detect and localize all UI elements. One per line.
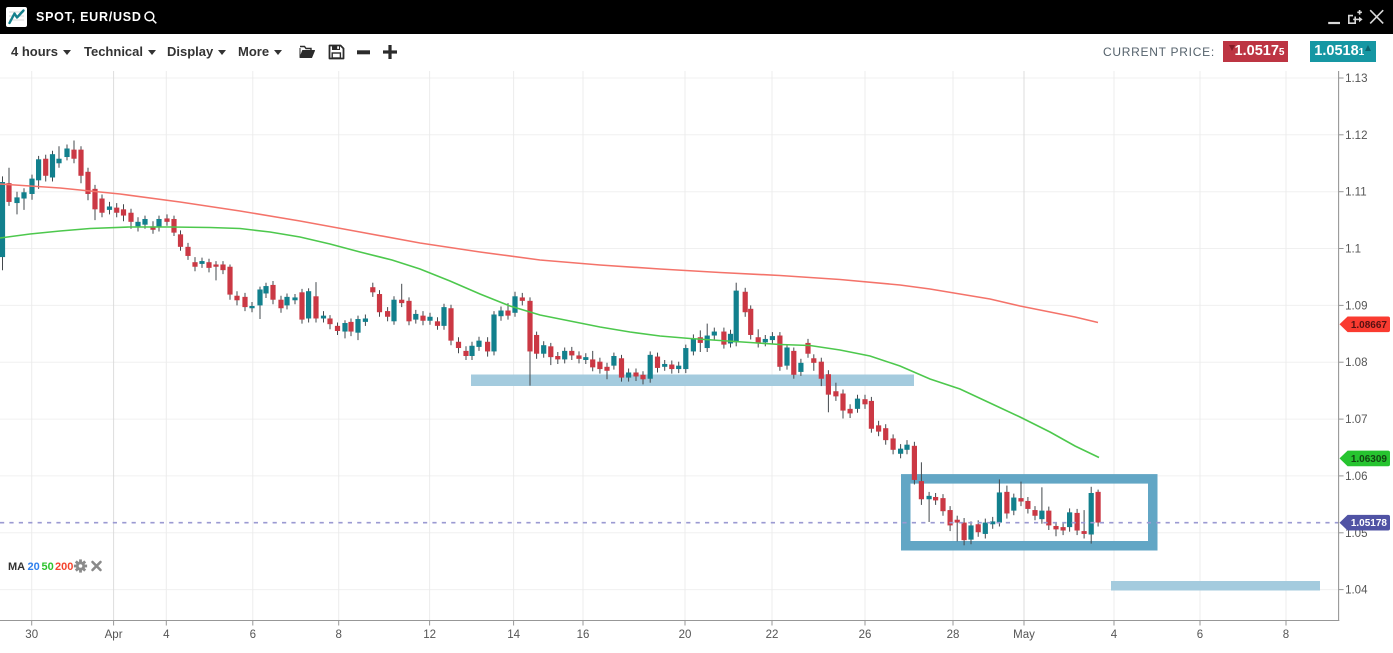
svg-text:1.06309: 1.06309: [1351, 454, 1388, 465]
svg-text:1.1: 1.1: [1345, 244, 1361, 256]
svg-text:May: May: [1013, 629, 1035, 641]
svg-text:4: 4: [163, 629, 170, 641]
svg-text:8: 8: [1283, 629, 1289, 641]
svg-text:1.05: 1.05: [1345, 528, 1367, 540]
svg-text:1.13: 1.13: [1345, 73, 1367, 85]
svg-text:1.08667: 1.08667: [1351, 320, 1388, 331]
svg-text:1.12: 1.12: [1345, 130, 1367, 142]
svg-text:1.05178: 1.05178: [1351, 518, 1388, 529]
svg-text:12: 12: [423, 629, 436, 641]
svg-text:MA: MA: [8, 561, 25, 573]
svg-text:Apr: Apr: [105, 629, 123, 641]
svg-text:16: 16: [577, 629, 590, 641]
svg-text:8: 8: [335, 629, 341, 641]
svg-text:22: 22: [766, 629, 779, 641]
svg-text:4: 4: [1111, 629, 1118, 641]
svg-text:20: 20: [679, 629, 692, 641]
svg-text:1.07: 1.07: [1345, 414, 1367, 426]
svg-text:20: 20: [28, 561, 40, 573]
svg-text:6: 6: [250, 629, 256, 641]
svg-text:1.08: 1.08: [1345, 357, 1367, 369]
svg-text:1.04: 1.04: [1345, 585, 1368, 597]
svg-text:1.09: 1.09: [1345, 300, 1367, 312]
svg-text:200: 200: [55, 561, 73, 573]
svg-text:6: 6: [1197, 629, 1203, 641]
svg-text:50: 50: [42, 561, 54, 573]
svg-text:28: 28: [947, 629, 960, 641]
svg-text:1.11: 1.11: [1345, 187, 1367, 199]
svg-text:30: 30: [25, 629, 38, 641]
svg-text:1.06: 1.06: [1345, 471, 1367, 483]
svg-text:26: 26: [859, 629, 872, 641]
svg-text:14: 14: [507, 629, 520, 641]
